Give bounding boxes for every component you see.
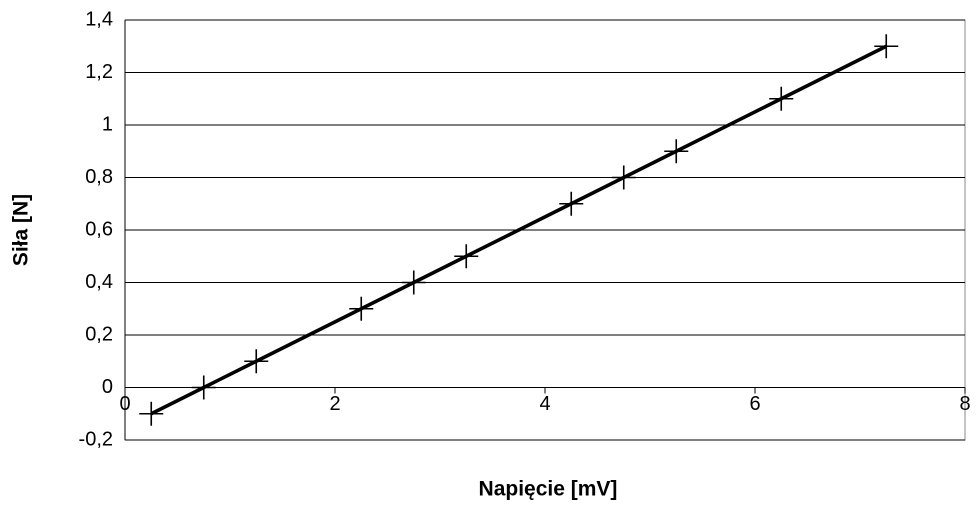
marker [611, 165, 636, 190]
marker [769, 86, 794, 111]
y-tick-label: 0 [102, 376, 113, 398]
marker [244, 349, 269, 374]
y-tick-label: 1,4 [85, 8, 113, 30]
y-tick-label: 0,8 [85, 166, 113, 188]
marker [401, 270, 426, 295]
x-tick-label: 6 [749, 393, 760, 415]
y-tick-label: 0,4 [85, 271, 113, 293]
y-tick-label: 0,2 [85, 323, 113, 345]
marker [874, 34, 899, 59]
y-tick-label: 1 [102, 113, 113, 135]
y-axis-label: Siła [N] [10, 194, 33, 266]
y-tick-label: 0,6 [85, 218, 113, 240]
y-tick-label: 1,2 [85, 61, 113, 83]
x-tick-label: 4 [539, 393, 550, 415]
x-tick-label: 2 [329, 393, 340, 415]
x-tick-label: 8 [959, 393, 970, 415]
marker [191, 375, 216, 400]
marker [559, 191, 584, 216]
x-axis-label: Napięcie [mV] [479, 478, 618, 501]
y-tick-label: -0,2 [79, 428, 113, 450]
marker [349, 296, 374, 321]
marker [454, 244, 479, 269]
marker [139, 401, 164, 426]
marker [664, 139, 689, 164]
